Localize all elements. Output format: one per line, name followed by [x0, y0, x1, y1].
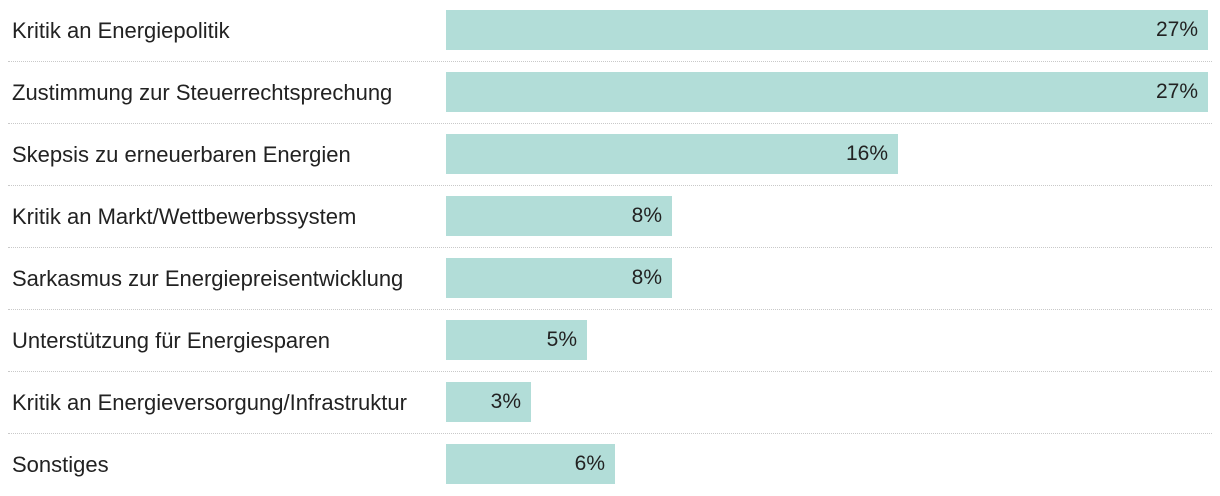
bar: 27%	[446, 72, 1208, 112]
row-divider	[8, 123, 1212, 124]
row-divider	[8, 247, 1212, 248]
value-label: 3%	[490, 390, 521, 413]
chart-row: Skepsis zu erneuerbaren Energien 16%	[0, 124, 1220, 186]
row-divider	[8, 371, 1212, 372]
bar: 5%	[446, 320, 587, 360]
value-label: 16%	[845, 142, 888, 165]
bar: 3%	[446, 382, 531, 422]
chart-row: Sonstiges 6%	[0, 434, 1220, 496]
value-label: 8%	[631, 266, 662, 289]
chart-row: Sarkasmus zur Energiepreisentwicklung 8%	[0, 248, 1220, 310]
category-label: Sarkasmus zur Energiepreisentwicklung	[12, 266, 404, 291]
category-label: Unterstützung für Energiesparen	[12, 328, 330, 353]
value-label: 6%	[574, 452, 605, 475]
bar: 16%	[446, 134, 898, 174]
row-divider	[8, 433, 1212, 434]
row-divider	[8, 61, 1212, 62]
category-label: Kritik an Energiepolitik	[12, 18, 230, 43]
category-label: Kritik an Markt/Wettbewerbssystem	[12, 204, 357, 229]
bar: 8%	[446, 196, 672, 236]
chart-row: Unterstützung für Energiesparen 5%	[0, 310, 1220, 372]
value-label: 27%	[1155, 18, 1198, 41]
chart-row: Kritik an Markt/Wettbewerbssystem 8%	[0, 186, 1220, 248]
bar: 6%	[446, 444, 615, 484]
category-label: Sonstiges	[12, 452, 109, 477]
value-label: 5%	[546, 328, 577, 351]
category-label: Skepsis zu erneuerbaren Energien	[12, 142, 351, 167]
category-label: Kritik an Energieversorgung/Infrastruktu…	[12, 390, 407, 415]
bar: 27%	[446, 10, 1208, 50]
value-label: 27%	[1155, 80, 1198, 103]
bar: 8%	[446, 258, 672, 298]
chart-row: Kritik an Energieversorgung/Infrastruktu…	[0, 372, 1220, 434]
value-label: 8%	[631, 204, 662, 227]
chart-row: Zustimmung zur Steuerrechtsprechung 27%	[0, 62, 1220, 124]
chart-row: Kritik an Energiepolitik 27%	[0, 0, 1220, 62]
row-divider	[8, 185, 1212, 186]
row-divider	[8, 309, 1212, 310]
category-label: Zustimmung zur Steuerrechtsprechung	[12, 80, 393, 105]
